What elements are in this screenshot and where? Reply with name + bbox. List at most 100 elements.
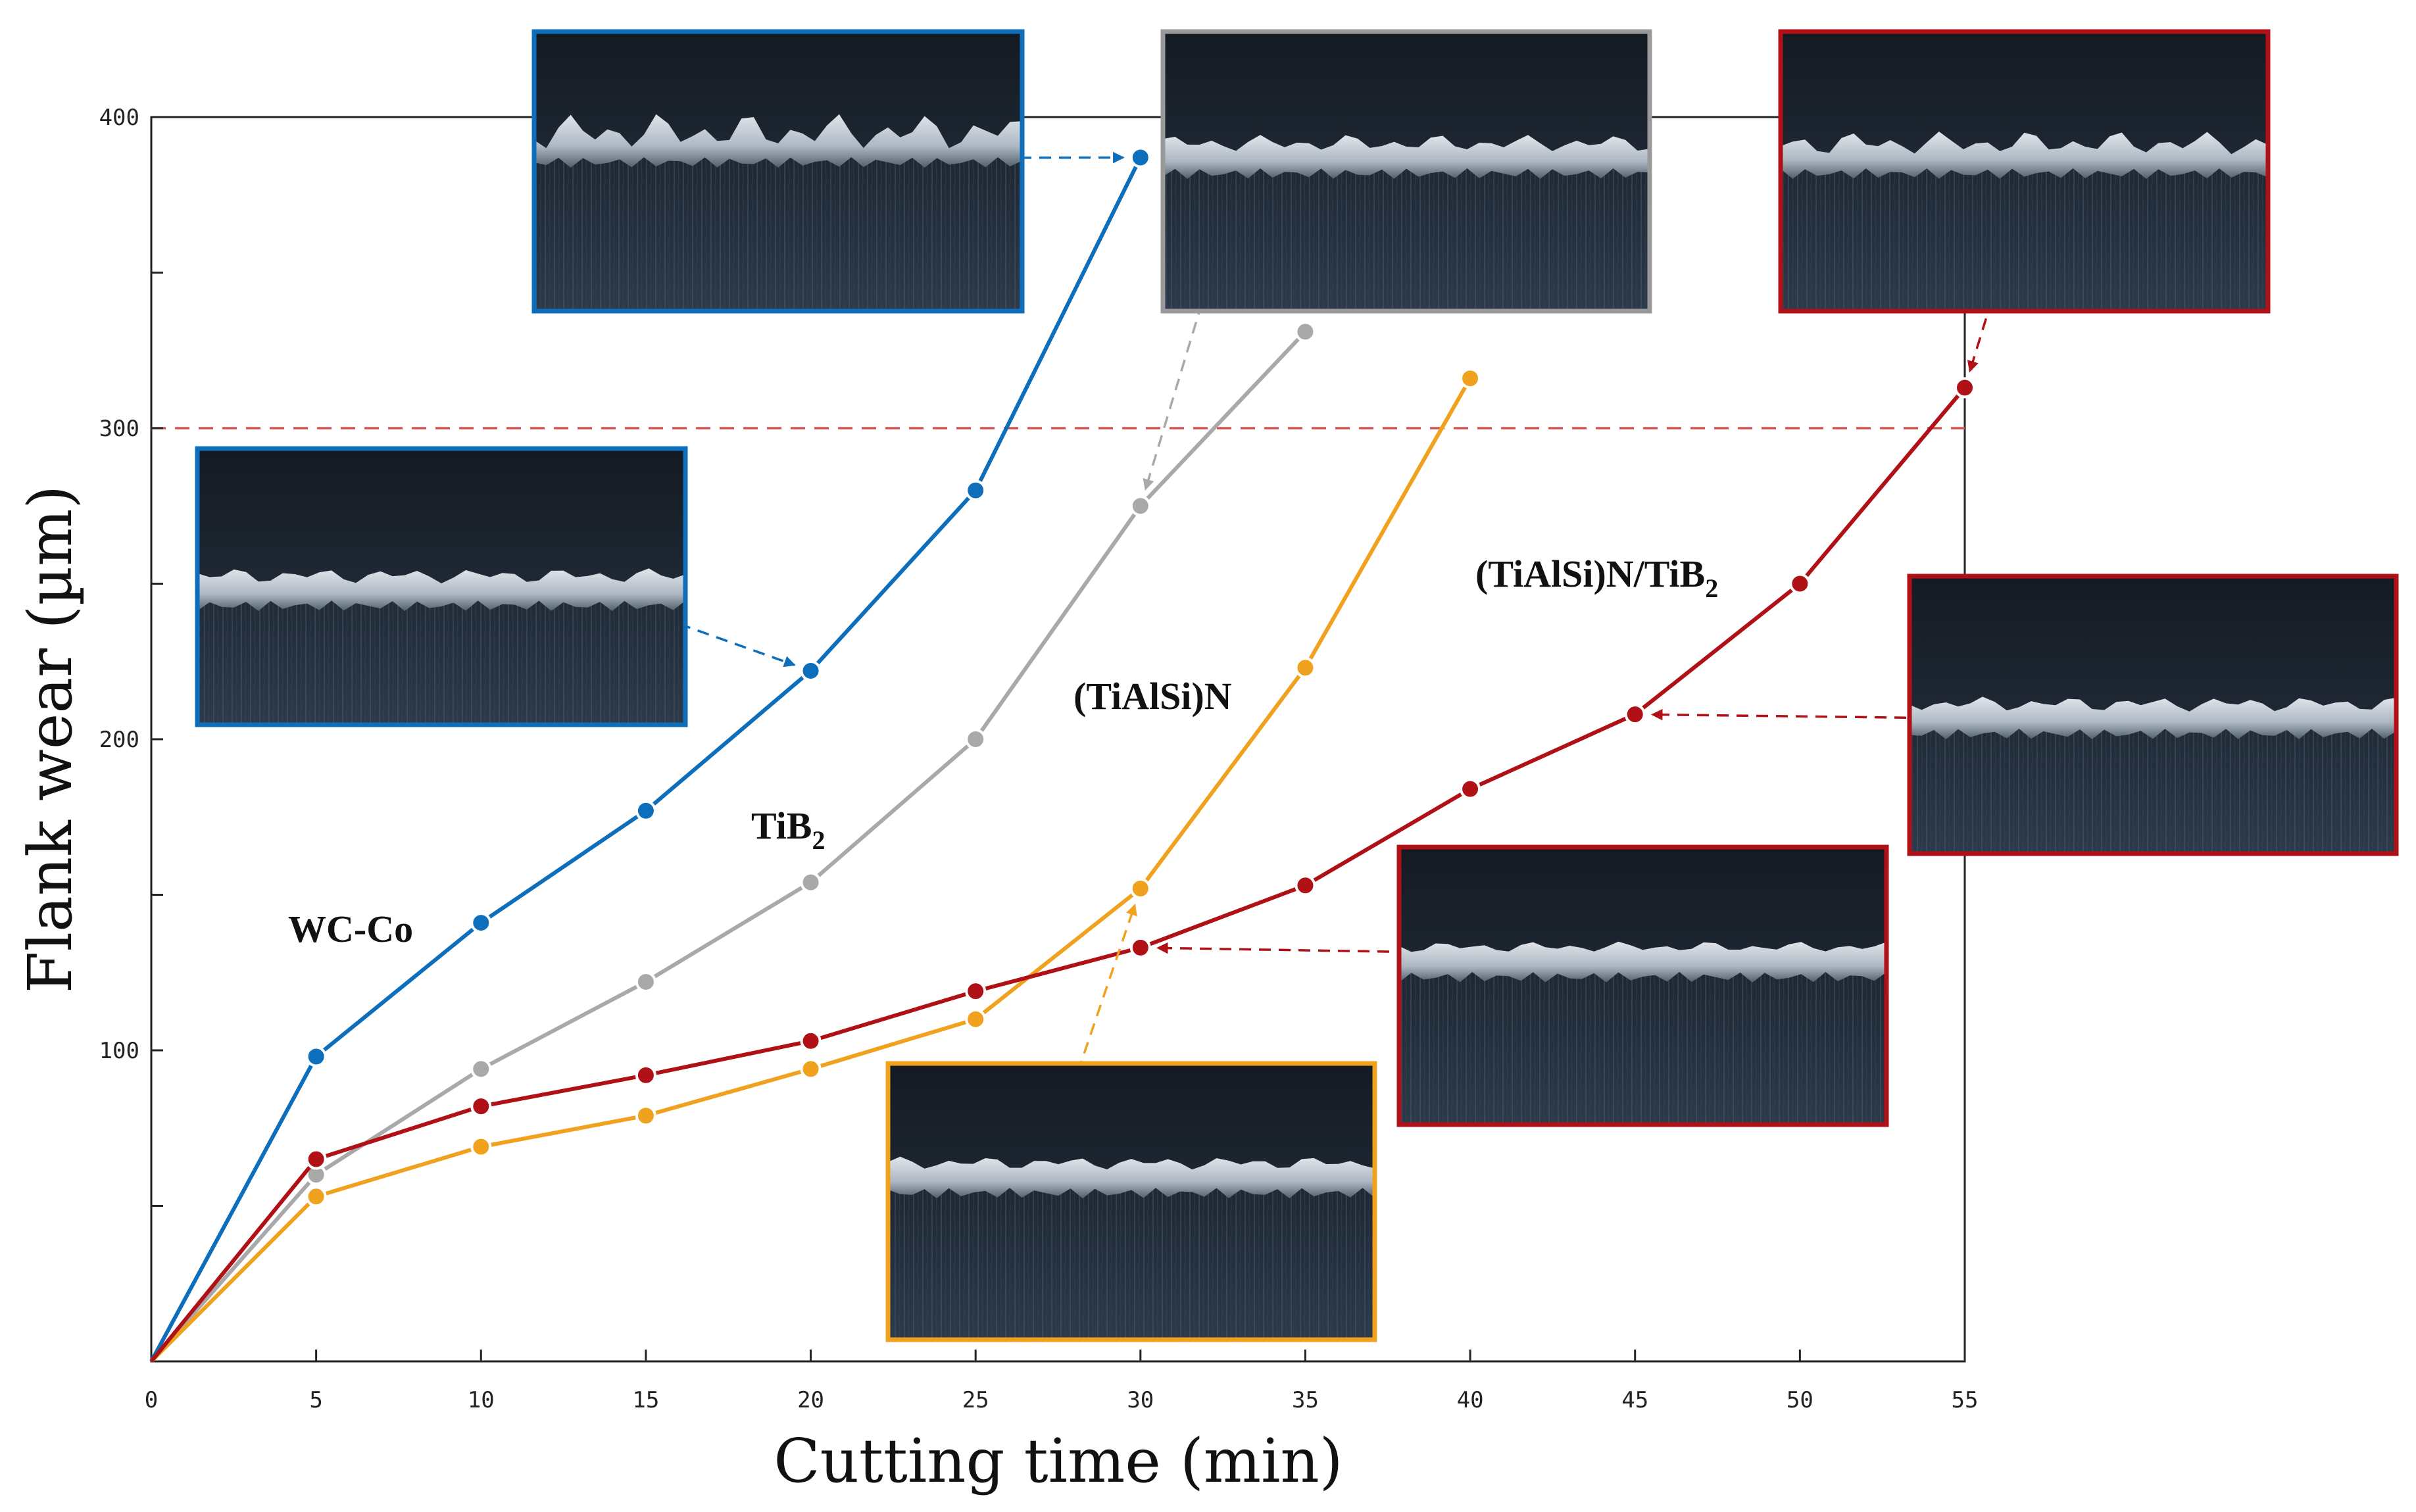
series-tib2 xyxy=(149,321,1316,1363)
data-point-tib2 xyxy=(470,1058,492,1080)
inset-substrate xyxy=(1781,170,2268,311)
x-tick-label: 40 xyxy=(1457,1387,1484,1413)
series-label-tib2: TiB2 xyxy=(751,804,825,855)
data-point-tialsi-n xyxy=(1294,657,1316,679)
micrograph-insets xyxy=(195,29,2399,1342)
series-label-tialsin-tib2-sub: 2 xyxy=(1705,573,1718,603)
series-label-tib2-main: TiB xyxy=(751,804,812,847)
connector-arrow xyxy=(1650,708,1946,721)
x-tick-label: 10 xyxy=(468,1387,495,1413)
data-point-tialsi-n xyxy=(965,1008,987,1030)
inset-wc-co-20min xyxy=(195,446,688,727)
y-tick-label: 100 xyxy=(99,1038,139,1064)
x-tick-label: 20 xyxy=(797,1387,824,1413)
series-label-tialsin-tib2-main: (TiAlSi)N/TiB xyxy=(1475,552,1705,595)
series-label-wc-co: WC-Co xyxy=(288,908,413,950)
inset-frame xyxy=(1396,844,1889,1127)
data-point-tialsi-n xyxy=(470,1136,492,1158)
data-point-tialsi-n-tib2 xyxy=(1624,704,1646,725)
data-point-tib2 xyxy=(1129,495,1151,517)
inset-wear-band xyxy=(534,114,1022,168)
series-label-wc-co-main: WC-Co xyxy=(288,908,413,950)
data-point-tialsi-n-tib2 xyxy=(1460,778,1481,800)
data-point-tialsi-n-tib2 xyxy=(1789,573,1811,595)
inset-wear-band xyxy=(1910,696,2396,740)
data-point-tialsi-n-tib2 xyxy=(1129,937,1151,958)
inset-tib2-30min xyxy=(1160,29,1652,314)
inset-frame xyxy=(1907,573,2399,856)
data-point-tib2 xyxy=(635,971,656,992)
data-point-tialsi-n-tib2 xyxy=(635,1064,656,1086)
data-point-tialsi-n-tib2 xyxy=(965,981,987,1002)
x-tick-label: 50 xyxy=(1787,1387,1813,1413)
data-point-tialsi-n xyxy=(305,1186,327,1207)
x-axis-title: Cutting time (min) xyxy=(774,1426,1343,1496)
inset-wear-band xyxy=(888,1156,1375,1199)
y-tick-label: 200 xyxy=(99,727,139,753)
series-layer xyxy=(149,147,1975,1363)
inset-tialsin-tib2-30min xyxy=(1396,844,1889,1127)
data-point-wc-co xyxy=(800,660,822,681)
data-point-wc-co xyxy=(1129,147,1151,168)
x-tick-label: 45 xyxy=(1621,1387,1648,1413)
inset-tialsin-tib2-55min xyxy=(1778,29,2271,314)
x-tick-label: 15 xyxy=(632,1387,659,1413)
data-point-tib2 xyxy=(1294,321,1316,343)
data-point-tialsi-n-tib2 xyxy=(1954,377,1975,399)
series-line-tib2 xyxy=(149,330,1307,1363)
data-point-tialsi-n xyxy=(1460,368,1481,389)
inset-frame xyxy=(1778,29,2271,314)
series-tialsi-n-tib2 xyxy=(149,377,1975,1363)
inset-substrate xyxy=(1163,170,1650,311)
data-point-tialsi-n-tib2 xyxy=(305,1148,327,1170)
y-tick-label: 300 xyxy=(99,416,139,442)
inset-wear-band xyxy=(1163,135,1650,179)
x-tick-label: 5 xyxy=(309,1387,322,1413)
inset-wear-band xyxy=(1781,132,2268,179)
inset-wc-co-30min xyxy=(531,29,1025,314)
series-label-tib2-sub: 2 xyxy=(812,825,825,855)
y-axis-ticks: 100 200 300 400 xyxy=(99,105,163,1207)
x-axis-ticks: 0 5 10 15 20 25 30 35 40 45 50 55 xyxy=(145,1350,1979,1413)
data-point-tib2 xyxy=(965,729,987,750)
data-point-tialsi-n xyxy=(1129,878,1151,900)
y-tick-label: 400 xyxy=(99,105,139,131)
data-point-tialsi-n-tib2 xyxy=(1294,875,1316,896)
inset-frame xyxy=(885,1061,1377,1342)
inset-tialsin-tib2-45min xyxy=(1907,573,2399,856)
inset-substrate xyxy=(534,159,1022,311)
series-tialsi-n xyxy=(149,368,1481,1363)
series-wc-co xyxy=(149,147,1151,1363)
x-tick-label: 25 xyxy=(962,1387,989,1413)
data-point-tib2 xyxy=(800,871,822,893)
connector-arrow xyxy=(1156,942,1429,954)
data-point-wc-co xyxy=(635,800,656,821)
y-axis-title: Flank wear (µm) xyxy=(15,485,86,993)
x-tick-label: 35 xyxy=(1292,1387,1319,1413)
data-point-tialsi-n-tib2 xyxy=(800,1030,822,1052)
inset-substrate xyxy=(1399,973,1886,1125)
inset-substrate xyxy=(888,1189,1375,1340)
inset-substrate xyxy=(1910,730,2396,854)
series-line-tialsi-n-tib2 xyxy=(149,386,1967,1363)
x-tick-label: 30 xyxy=(1127,1387,1154,1413)
inset-substrate xyxy=(197,602,685,725)
data-point-wc-co xyxy=(965,479,987,501)
series-label-tialsin-main: (TiAlSi)N xyxy=(1073,675,1232,718)
inset-frame xyxy=(531,29,1025,314)
x-tick-label: 55 xyxy=(1952,1387,1979,1413)
inset-wear-band xyxy=(1399,941,1886,983)
inset-tialsin-30min xyxy=(885,1061,1377,1342)
series-label-tialsin: (TiAlSi)N xyxy=(1073,675,1232,718)
data-point-tialsi-n xyxy=(635,1105,656,1127)
x-tick-label: 0 xyxy=(145,1387,158,1413)
series-label-tialsin-tib2: (TiAlSi)N/TiB2 xyxy=(1475,552,1718,603)
data-point-tialsi-n xyxy=(800,1058,822,1080)
inset-frame xyxy=(195,446,688,727)
data-point-wc-co xyxy=(470,912,492,934)
inset-wear-band xyxy=(197,568,685,612)
inset-frame xyxy=(1160,29,1652,314)
data-point-tialsi-n-tib2 xyxy=(470,1096,492,1117)
connector-arrow xyxy=(1143,170,1243,491)
